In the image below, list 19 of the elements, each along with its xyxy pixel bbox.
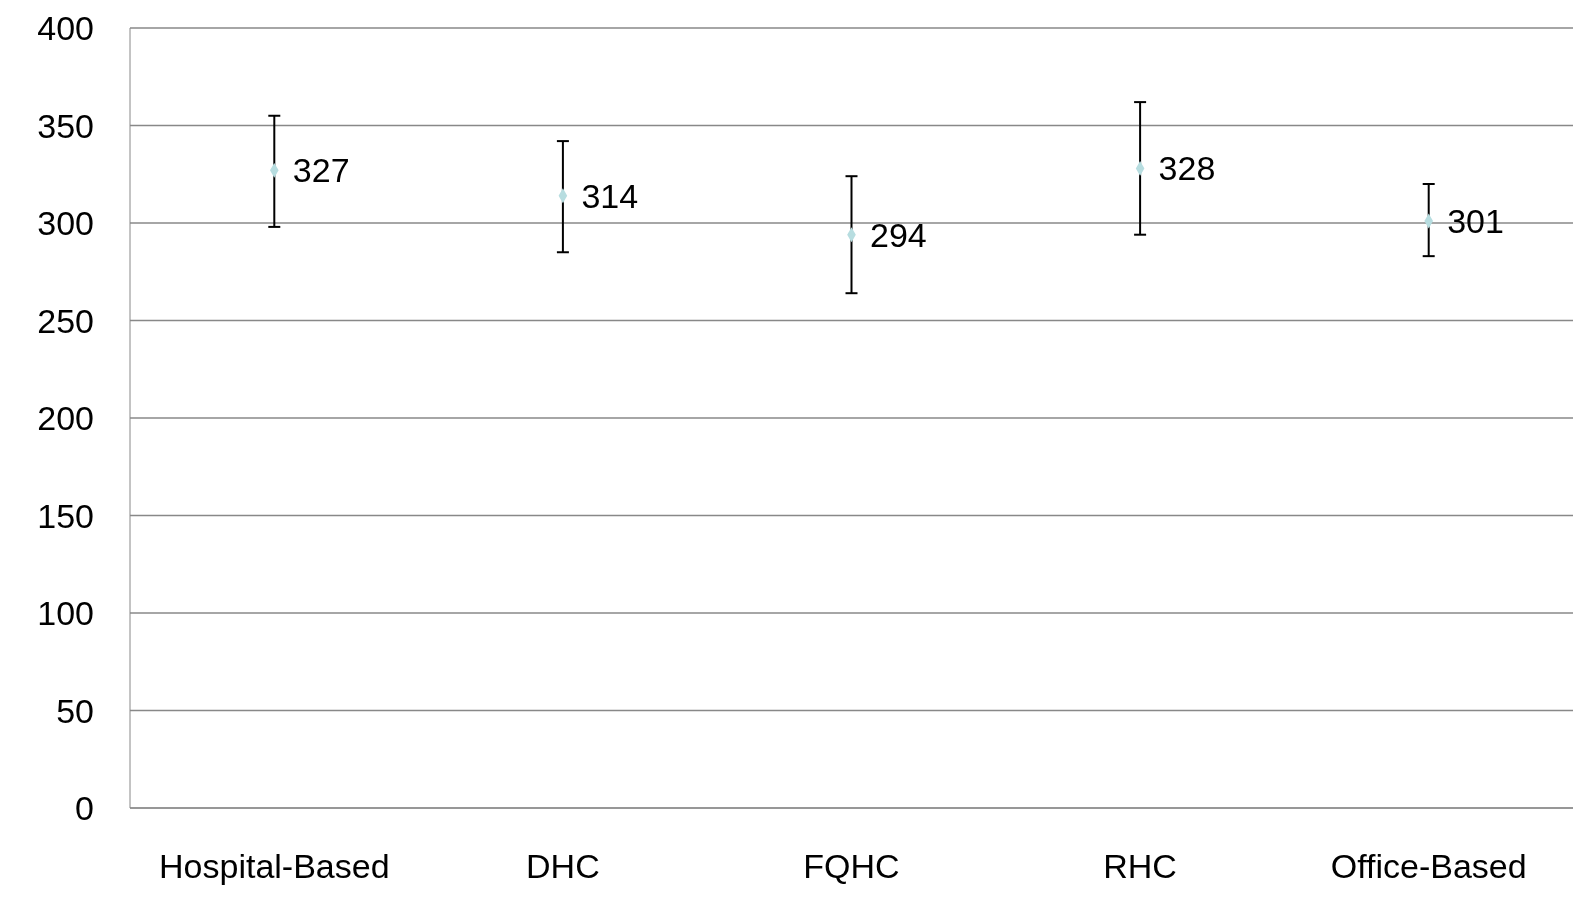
data-label: 314 <box>581 176 639 215</box>
data-label: 327 <box>292 151 350 190</box>
y-tick-label: 150 <box>37 496 94 535</box>
y-tick-label: 0 <box>75 789 94 828</box>
data-label: 301 <box>1447 202 1504 241</box>
y-tick-label: 50 <box>56 691 94 730</box>
data-label: 294 <box>870 215 927 254</box>
x-tick-label: FQHC <box>803 847 900 886</box>
y-tick-label: 300 <box>37 204 94 243</box>
y-tick-label: 400 <box>37 9 94 48</box>
y-tick-label: 250 <box>37 301 94 340</box>
y-tick-label: 350 <box>37 106 94 145</box>
y-tick-label: 200 <box>37 399 94 438</box>
x-tick-label: DHC <box>526 847 600 886</box>
x-tick-label: RHC <box>1103 847 1177 886</box>
data-label: 328 <box>1158 149 1216 188</box>
y-tick-label: 100 <box>37 594 94 633</box>
x-tick-label: Hospital-Based <box>159 847 390 886</box>
x-tick-label: Office-Based <box>1330 847 1527 886</box>
